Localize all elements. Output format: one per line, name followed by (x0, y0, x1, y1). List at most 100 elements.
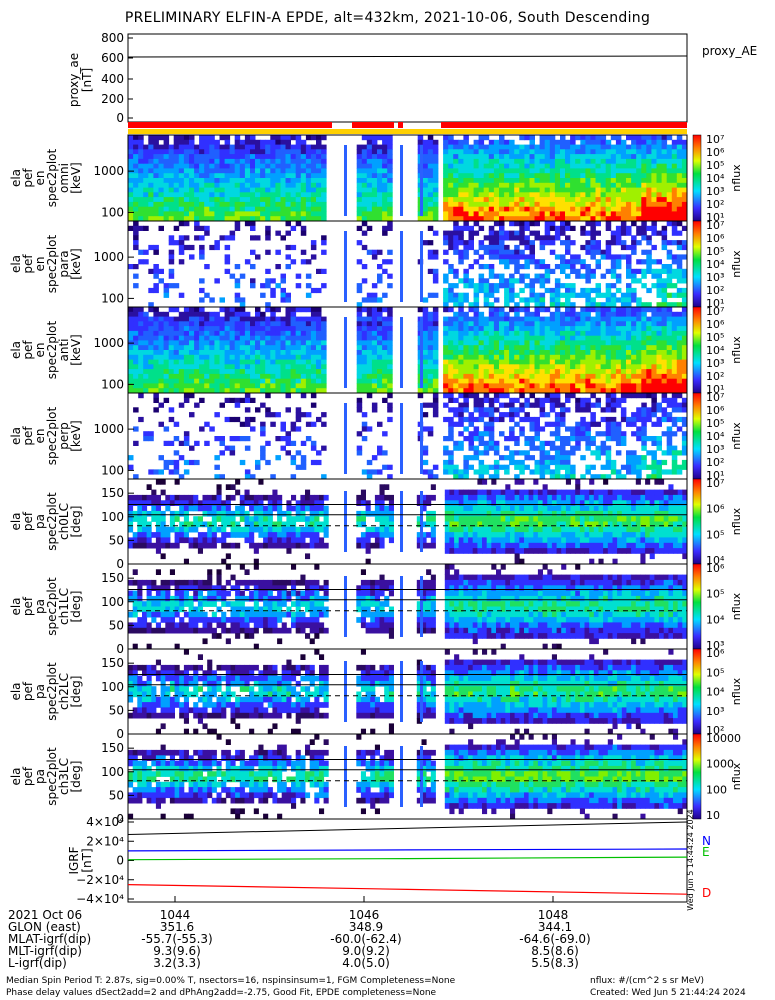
spec-cell (138, 201, 144, 208)
spec-cell (285, 173, 291, 179)
spec-cell (265, 144, 271, 150)
spec-cell (158, 354, 164, 360)
spec-cell (605, 364, 612, 370)
spec-cell (285, 187, 291, 193)
spec-cell (183, 397, 190, 403)
spec-cell (463, 316, 469, 322)
spec-cell (148, 307, 154, 313)
spec-cell (173, 139, 180, 145)
spec-cell (356, 431, 363, 437)
spec-cell (570, 216, 576, 222)
spec-cell (219, 206, 225, 212)
spec-cell (681, 240, 688, 246)
spec-cell (661, 393, 668, 399)
spec-cell (422, 154, 429, 160)
spec-cell (499, 201, 505, 208)
spec-cell (570, 287, 576, 294)
spec-cell (615, 225, 622, 231)
spec-cell (539, 302, 546, 308)
spec-cell (554, 149, 561, 155)
spec-cell (605, 144, 612, 150)
pa-cell (155, 479, 161, 485)
spec-cell (620, 350, 627, 356)
spec-cell (580, 416, 586, 423)
spec-cell (493, 178, 500, 184)
spec-cell (234, 192, 241, 198)
spec-cell (524, 359, 530, 365)
spec-cell (519, 287, 525, 294)
spec-cell (585, 350, 591, 356)
spec-cell (580, 378, 586, 384)
spec-cell (473, 201, 480, 208)
spec-cell (168, 330, 175, 337)
spec-cell (565, 197, 571, 203)
spec-cell (560, 292, 566, 298)
spec-cell (620, 182, 627, 188)
spec-cell (239, 436, 246, 442)
spec-cell (265, 321, 271, 327)
spec-cell (463, 201, 469, 208)
spec-cell (565, 407, 571, 413)
spec-cell (483, 316, 490, 322)
spec-cell (565, 235, 571, 241)
spec-cell (631, 216, 637, 222)
spec-cell (570, 311, 576, 317)
spec-cell (260, 421, 266, 427)
spec-cell (661, 373, 668, 380)
spec-cell (316, 197, 322, 203)
spec-cell (524, 206, 530, 212)
spec-cell (646, 201, 652, 208)
spec-cell (651, 345, 657, 351)
spec-cell (549, 369, 556, 375)
spec-cell (275, 455, 281, 461)
spec-cell (310, 192, 317, 198)
spec-cell (524, 326, 530, 332)
spec-cell (250, 178, 256, 184)
spec-cell (509, 330, 515, 337)
spec-cell (483, 407, 490, 413)
spec-cell (255, 307, 261, 313)
spec-cell (651, 373, 657, 380)
spec-cell (173, 192, 180, 198)
spec-cell (681, 173, 688, 179)
spec-cell (280, 149, 286, 155)
spec-cell (565, 393, 571, 399)
spec-cell (290, 168, 297, 174)
spec-cell (509, 254, 515, 260)
spec-cell (153, 201, 159, 208)
spec-cell (321, 321, 327, 327)
spec-cell (453, 211, 459, 217)
spec-cell (544, 373, 551, 380)
spec-cell (214, 321, 220, 327)
spec-cell (493, 393, 500, 399)
spec-cell (524, 211, 530, 217)
spec-cell (178, 154, 185, 160)
spec-cell (316, 139, 322, 145)
spec-cell (453, 225, 459, 231)
spec-cell (422, 345, 429, 351)
spec-cell (163, 173, 170, 179)
spec-cell (133, 182, 139, 188)
spec-cell (321, 268, 327, 274)
spec-cell (270, 287, 276, 294)
spec-cell (427, 268, 434, 274)
spec-cell (290, 455, 297, 461)
spec-cell (239, 197, 246, 203)
spec-cell (163, 388, 170, 394)
spec-cell (575, 364, 581, 370)
spec-cell (458, 154, 464, 160)
spec-cell (651, 206, 657, 212)
pa-cell (142, 505, 148, 512)
spec-cell (468, 197, 474, 203)
spec-cell (138, 259, 144, 265)
spec-cell (422, 350, 429, 356)
spec-cell (504, 244, 510, 251)
spec-cell (194, 440, 200, 446)
spec-cell (620, 316, 627, 322)
spec-cell (529, 230, 535, 236)
pa-cell (155, 521, 161, 528)
spec-cell (361, 436, 368, 442)
spec-cell (575, 445, 581, 451)
spec-cell (153, 354, 159, 360)
spec-cell (671, 283, 678, 289)
